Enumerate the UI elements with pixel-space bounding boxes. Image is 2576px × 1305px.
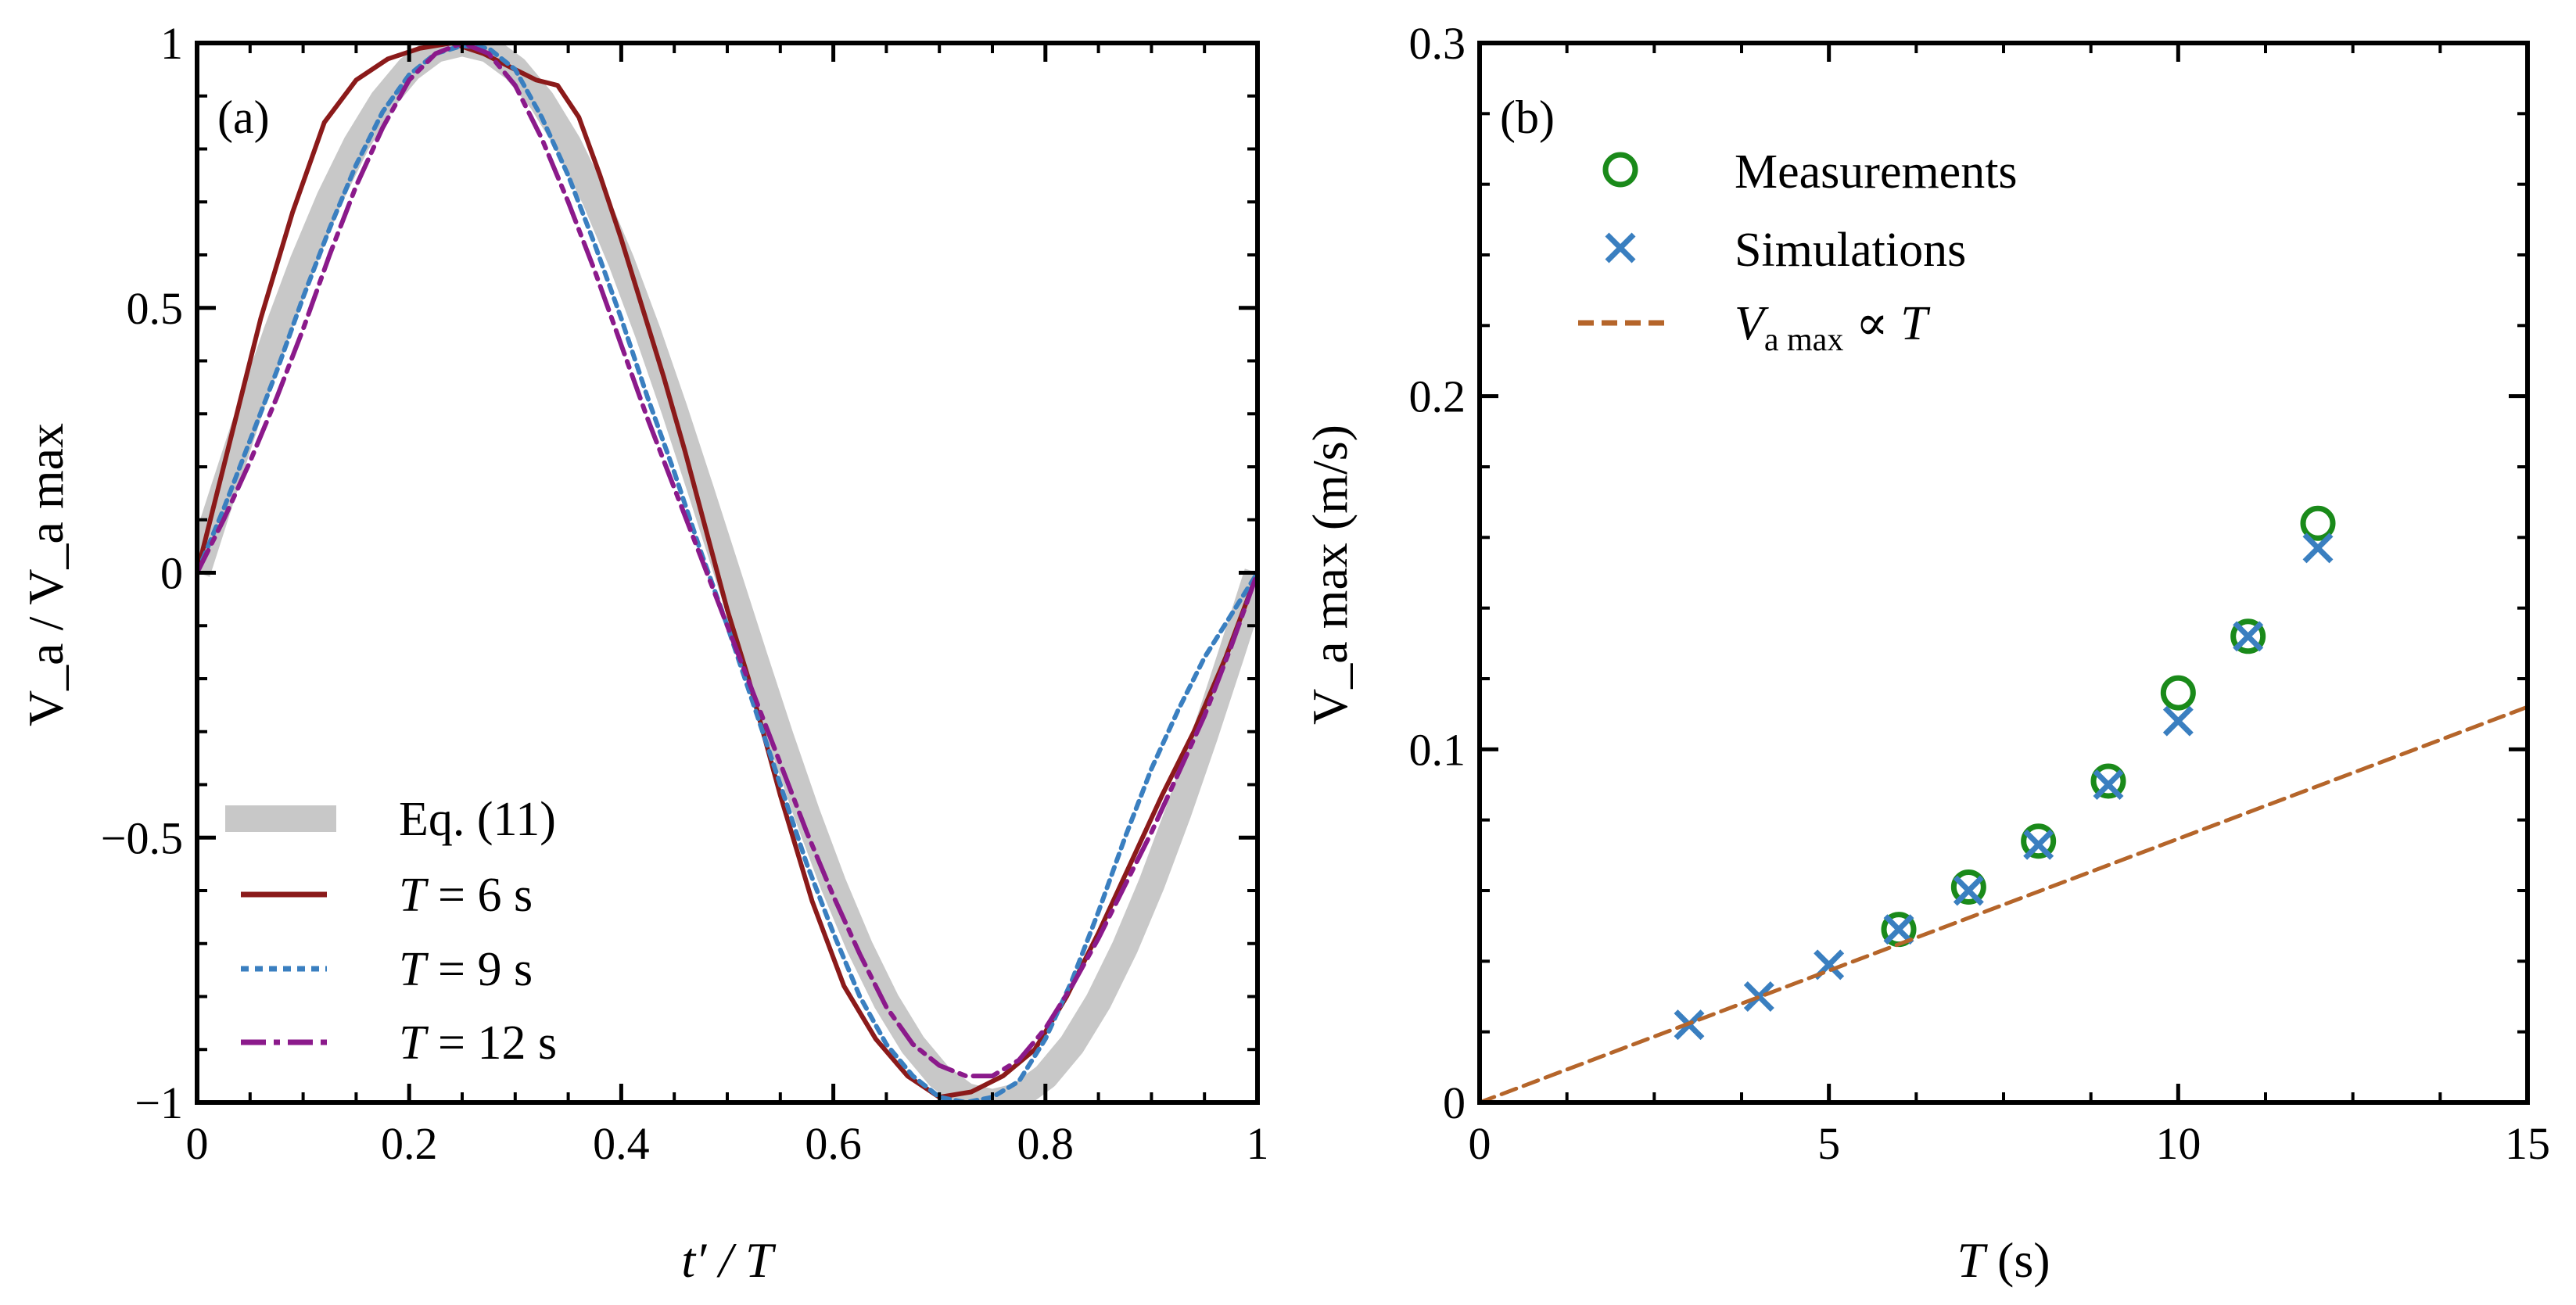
panel-b-ytick-label: 0.1 [1409, 724, 1466, 775]
panel-b-xlabel-unit: (s) [1985, 1232, 2050, 1288]
legend-proportional-label: Va max ∝ T [1735, 297, 1931, 358]
panel-b-xtick-label: 10 [2155, 1118, 2201, 1169]
panel-b-simulation-point [2023, 829, 2054, 860]
panel-b-xtick-label: 5 [1817, 1118, 1840, 1169]
legend-prop-T: T [1900, 297, 1931, 350]
panel-b-ticks [1477, 41, 2530, 1105]
panel-b-series-layer [1480, 505, 2528, 1102]
panel-b-ytick-label: 0 [1443, 1077, 1466, 1128]
panel-a-label: (a) [217, 91, 270, 143]
panel-b-line-proportional [1480, 704, 2528, 1102]
legend-t12-label-T: T [399, 1016, 429, 1070]
panel-b-ylabel-text: V_a max (m/s) [1302, 425, 1358, 725]
legend-t6-label: T = 6 s [399, 869, 533, 922]
panel-a-ytick-label: 1 [160, 18, 183, 69]
panel-a-xtick-label: 0.2 [381, 1118, 438, 1169]
panel-a-line-T12 [197, 43, 1258, 1079]
legend-measurements-marker [1602, 152, 1638, 188]
panel-a-xtick-label: 0.8 [1017, 1118, 1075, 1169]
legend-t9-label-rest: = 9 s [425, 943, 533, 996]
panel-a-ytick-label: −1 [135, 1077, 183, 1128]
panel-b-simulation-point [2162, 705, 2194, 737]
panel-a-xtick-label: 0.6 [805, 1118, 862, 1169]
legend-simulations-label: Simulations [1735, 224, 1966, 277]
panel-b-legend: Measurements Simulations Va max ∝ T [1578, 145, 2018, 358]
panel-a-xtick-label: 0 [186, 1118, 209, 1169]
legend-t6-label-T: T [399, 869, 429, 922]
panel-b-label: (b) [1500, 91, 1555, 143]
legend-eq11-label: Eq. (11) [399, 793, 556, 846]
legend-simulations-marker [1605, 232, 1636, 264]
panel-b-measurement-point [2090, 763, 2126, 799]
panel-b-measurement-point [2021, 823, 2057, 859]
panel-b-ylabel: V_a max (m/s) [1302, 425, 1358, 725]
panel-b-xtick-label: 0 [1469, 1118, 1491, 1169]
panel-a-xtick-label: 0.4 [593, 1118, 650, 1169]
panel-a-ticks [195, 41, 1260, 1105]
legend-t6-label-rest: = 6 s [425, 869, 533, 922]
panel-a-ylabel: V_a / V_a max [18, 423, 74, 726]
panel-b-simulation-point [1883, 914, 1914, 945]
panel-b-simulation-point [2233, 621, 2264, 652]
panel-b: 0 5 10 15 0 0.1 0.2 0.3 (b) T (s) V_a max (m/s)… [1302, 18, 2550, 1288]
legend-t12-label: T = 12 s [399, 1016, 557, 1070]
panel-b-xlabel-T: T [1957, 1232, 1988, 1288]
legend-prop-propto: ∝ [1843, 297, 1900, 350]
panel-b-measurement-point [2300, 505, 2336, 541]
panel-a-ytick-label: −0.5 [101, 812, 183, 863]
panel-b-xlabel: T (s) [1957, 1232, 2050, 1288]
panel-a-xlabel-text: t′ / T [681, 1232, 777, 1288]
legend-t12-label-rest: = 12 s [425, 1016, 557, 1070]
panel-b-measurement-point [1950, 869, 1986, 905]
panel-a-ytick-label: 0 [160, 548, 183, 599]
panel-a-xlabel: t′ / T [681, 1232, 777, 1288]
panel-b-simulation-point [1953, 875, 1984, 906]
panel-a-ylabel-text: V_a / V_a max [18, 423, 74, 726]
panel-b-simulation-point [2302, 532, 2334, 564]
legend-prop-V: V [1735, 297, 1769, 350]
panel-b-ytick-label: 0.3 [1409, 18, 1466, 69]
panel-a-ytick-label: 0.5 [127, 283, 184, 334]
panel-b-simulation-point [2093, 769, 2124, 800]
panel-b-measurement-point [2230, 618, 2266, 654]
legend-t9-label: T = 9 s [399, 943, 533, 996]
panel-a-xtick-label: 1 [1247, 1118, 1269, 1169]
panel-a-line-eq11 [197, 43, 1258, 1102]
legend-measurements-label: Measurements [1735, 145, 2018, 199]
panel-b-tick-labels: 0 5 10 15 0 0.1 0.2 0.3 [1409, 18, 2551, 1169]
panel-b-ytick-label: 0.2 [1409, 371, 1466, 422]
legend-prop-sub: a max [1764, 322, 1843, 358]
panel-b-measurement-point [2160, 675, 2196, 711]
panel-b-xtick-label: 15 [2505, 1118, 2550, 1169]
panel-a-legend: Eq. (11) T = 6 s T = 9 s T = 12 s [225, 793, 557, 1070]
legend-t9-label-T: T [399, 943, 429, 996]
panel-a: 0 0.2 0.4 0.6 0.8 1 −1 −0.5 0 0.5 1 (a) t′ / T V_a… [18, 18, 1269, 1288]
panel-a-tick-labels: 0 0.2 0.4 0.6 0.8 1 −1 −0.5 0 0.5 1 [101, 18, 1269, 1169]
panel-a-series-layer [197, 43, 1258, 1102]
panel-b-frame [1477, 41, 2530, 1105]
